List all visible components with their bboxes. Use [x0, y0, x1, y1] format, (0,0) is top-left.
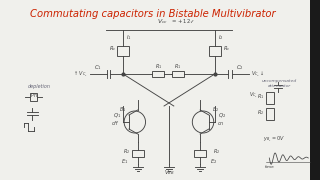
Text: $V_{BB}$: $V_{BB}$ [164, 168, 174, 177]
Text: $R_c$: $R_c$ [222, 45, 230, 53]
Text: time: time [264, 165, 274, 169]
Text: $R_2$: $R_2$ [257, 108, 264, 117]
Text: $R_2$: $R_2$ [213, 147, 220, 156]
Text: $B_1$: $B_1$ [119, 105, 126, 114]
Text: $E_2$: $E_2$ [210, 157, 217, 166]
Text: $I_1$: $I_1$ [126, 33, 132, 42]
Text: depletion: depletion [28, 84, 51, 89]
Text: $I_2$: $I_2$ [218, 33, 223, 42]
Text: on: on [218, 121, 224, 126]
Text: $C_1$: $C_1$ [94, 63, 102, 72]
Text: $E_1$: $E_1$ [121, 157, 128, 166]
Bar [310, 0, 320, 180]
Text: $R_2$: $R_2$ [123, 147, 130, 156]
Text: $\uparrow V_{C_1}$: $\uparrow V_{C_1}$ [73, 69, 88, 79]
Text: $y_{B_1} = 0V$: $y_{B_1} = 0V$ [263, 134, 285, 143]
Text: off: off [112, 121, 118, 126]
Text: Commutating capacitors in Bistable Multivibrator: Commutating capacitors in Bistable Multi… [29, 9, 275, 19]
Text: $B_2$: $B_2$ [212, 105, 219, 114]
Text: $= +12\checkmark$: $= +12\checkmark$ [170, 17, 195, 25]
Text: attenuator: attenuator [268, 84, 291, 88]
Text: $R_1$: $R_1$ [174, 62, 181, 71]
Text: P: P [30, 93, 33, 98]
Text: $Q_1$: $Q_1$ [113, 111, 121, 120]
Text: $Q_2$: $Q_2$ [218, 111, 226, 120]
Text: $R_1$: $R_1$ [155, 62, 162, 71]
Text: $C_2$: $C_2$ [236, 63, 244, 72]
Text: $R_c$: $R_c$ [108, 45, 116, 53]
Text: n: n [34, 93, 37, 98]
Text: uncompensated: uncompensated [261, 79, 297, 83]
Text: $R_1$: $R_1$ [257, 92, 264, 101]
Text: $V_{cc}$: $V_{cc}$ [156, 17, 168, 26]
Text: $V_{C_2}\downarrow$: $V_{C_2}\downarrow$ [251, 69, 264, 79]
Text: $V_{C_1}$: $V_{C_1}$ [249, 90, 258, 100]
